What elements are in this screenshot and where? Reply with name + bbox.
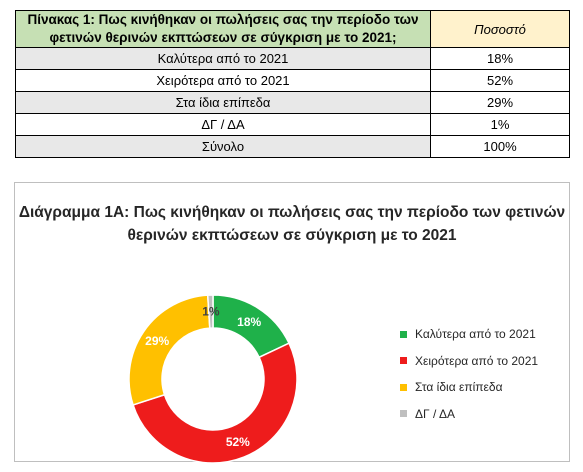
table-row: ΔΓ / ΔΑ 1% <box>15 113 570 136</box>
table-header-question: Πίνακας 1: Πως κινήθηκαν οι πωλήσεις σας… <box>15 10 431 48</box>
row-value: 29% <box>430 91 570 114</box>
legend-swatch <box>400 410 407 418</box>
legend-swatch <box>400 330 407 338</box>
legend-item-better: Καλύτερα από το 2021 <box>400 321 538 348</box>
donut-slice-dk <box>206 294 214 329</box>
legend-label: Χειρότερα από το 2021 <box>415 353 539 368</box>
sales-table: Πίνακας 1: Πως κινήθηκαν οι πωλήσεις σας… <box>15 10 570 158</box>
donut-slice-same <box>128 294 211 406</box>
row-value: 100% <box>430 135 570 158</box>
table-row: Καλύτερα από το 2021 18% <box>15 47 570 70</box>
row-label: ΔΓ / ΔΑ <box>15 113 431 136</box>
legend-swatch <box>400 357 407 365</box>
row-value: 18% <box>430 47 570 70</box>
donut-chart: 18% 52% 29% 1% <box>128 294 298 464</box>
table-header-percent: Ποσοστό <box>430 10 570 48</box>
data-label-dk: 1% <box>202 305 220 319</box>
row-label: Χειρότερα από το 2021 <box>15 69 431 92</box>
row-label: Στα ίδια επίπεδα <box>15 91 431 114</box>
data-label-worse: 52% <box>226 435 250 449</box>
legend-item-worse: Χειρότερα από το 2021 <box>400 348 538 375</box>
row-label: Σύνολο <box>15 135 431 158</box>
legend-label: Καλύτερα από το 2021 <box>415 327 536 342</box>
legend-swatch <box>400 383 407 391</box>
table-row: Χειρότερα από το 2021 52% <box>15 69 570 92</box>
donut-slice-worse <box>132 342 298 464</box>
row-label: Καλύτερα από το 2021 <box>15 47 431 70</box>
legend-label: ΔΓ / ΔΑ <box>415 406 455 421</box>
legend-item-dk: ΔΓ / ΔΑ <box>400 401 538 428</box>
chart-legend: Καλύτερα από το 2021 Χειρότερα από το 202… <box>400 321 538 427</box>
table-header-row: Πίνακας 1: Πως κινήθηκαν οι πωλήσεις σας… <box>15 10 570 48</box>
legend-item-same: Στα ίδια επίπεδα <box>400 374 538 401</box>
table-row: Στα ίδια επίπεδα 29% <box>15 91 570 114</box>
data-label-same: 29% <box>145 334 169 348</box>
legend-label: Στα ίδια επίπεδα <box>415 380 503 395</box>
row-value: 1% <box>430 113 570 136</box>
chart-area: Διάγραμμα 1Α: Πως κινήθηκαν οι πωλήσεις … <box>14 182 570 464</box>
chart-title: Διάγραμμα 1Α: Πως κινήθηκαν οι πωλήσεις … <box>18 204 566 244</box>
row-value: 52% <box>430 69 570 92</box>
data-label-better: 18% <box>237 315 261 329</box>
table-row-total: Σύνολο 100% <box>15 135 570 158</box>
